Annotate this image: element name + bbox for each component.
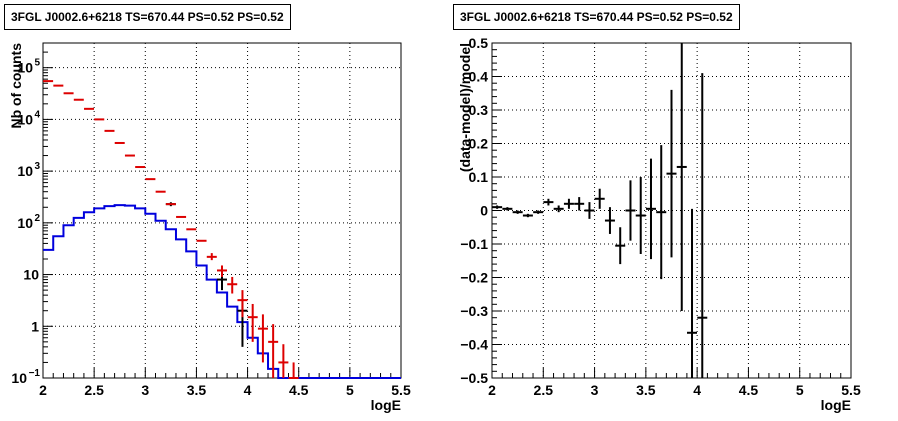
- right-x-tick-label: 3.5: [636, 382, 656, 398]
- left-y-tick-label: 10: [17, 163, 33, 179]
- left-y-tick-label: 10: [11, 370, 27, 386]
- left-y-axis-label: Nb of counts: [8, 43, 24, 129]
- left-y-tick-label: 10: [17, 111, 33, 127]
- right-y-axis-label: (data-model)/model: [457, 43, 473, 172]
- left-x-axis-label: logE: [371, 397, 401, 413]
- left-x-tick-label: 2.5: [84, 382, 104, 398]
- left-y-tick-label: 1: [31, 318, 39, 334]
- right-y-tick-label: −0.1: [460, 236, 488, 252]
- right-x-tick-label: 5.5: [841, 382, 861, 398]
- right-y-tick-label: 0.1: [469, 169, 489, 185]
- right-y-tick-label: −0.5: [460, 370, 488, 386]
- left-y-tick-exponent: 5: [34, 58, 40, 69]
- right-y-tick-label: 0.4: [469, 69, 489, 85]
- right-x-tick-label: 2: [488, 382, 496, 398]
- left-plot-frame: [42, 42, 402, 379]
- left-x-tick-label: 3: [141, 382, 149, 398]
- left-x-tick-label: 4: [244, 382, 252, 398]
- right-y-tick-label: 0.2: [469, 136, 489, 152]
- left-x-tick-label: 5.5: [391, 382, 411, 398]
- right-x-axis-label: logE: [821, 397, 851, 413]
- right-y-tick-label: 0: [480, 203, 488, 219]
- right-x-tick-label: 3: [591, 382, 599, 398]
- left-plot-title: 3FGL J0002.6+6218 TS=670.44 PS=0.52 PS=0…: [4, 4, 291, 30]
- left-y-tick-label: 10: [23, 267, 39, 283]
- right-plot-title: 3FGL J0002.6+6218 TS=670.44 PS=0.52 PS=0…: [453, 4, 740, 30]
- right-x-tick-label: 4: [693, 382, 701, 398]
- left-y-tick-label: 10: [17, 60, 33, 76]
- left-x-tick-label: 4.5: [289, 382, 309, 398]
- right-x-tick-label: 4.5: [739, 382, 759, 398]
- left-y-tick-exponent: −1: [29, 368, 41, 379]
- right-y-tick-label: −0.2: [460, 270, 488, 286]
- left-x-tick-label: 5: [346, 382, 354, 398]
- right-y-tick-label: 0.3: [469, 102, 489, 118]
- right-y-tick-label: −0.4: [460, 337, 488, 353]
- right-x-tick-label: 2.5: [534, 382, 554, 398]
- right-x-tick-label: 5: [796, 382, 804, 398]
- left-y-tick-exponent: 3: [34, 161, 40, 172]
- left-y-tick-exponent: 2: [34, 213, 40, 224]
- right-y-tick-label: −0.3: [460, 303, 488, 319]
- right-y-tick-label: 0.5: [469, 35, 489, 51]
- left-y-tick-exponent: 4: [34, 109, 40, 120]
- left-y-tick-label: 10: [17, 215, 33, 231]
- left-x-tick-label: 2: [39, 382, 47, 398]
- model-histogram-blue: [43, 204, 401, 379]
- left-x-tick-label: 3.5: [187, 382, 207, 398]
